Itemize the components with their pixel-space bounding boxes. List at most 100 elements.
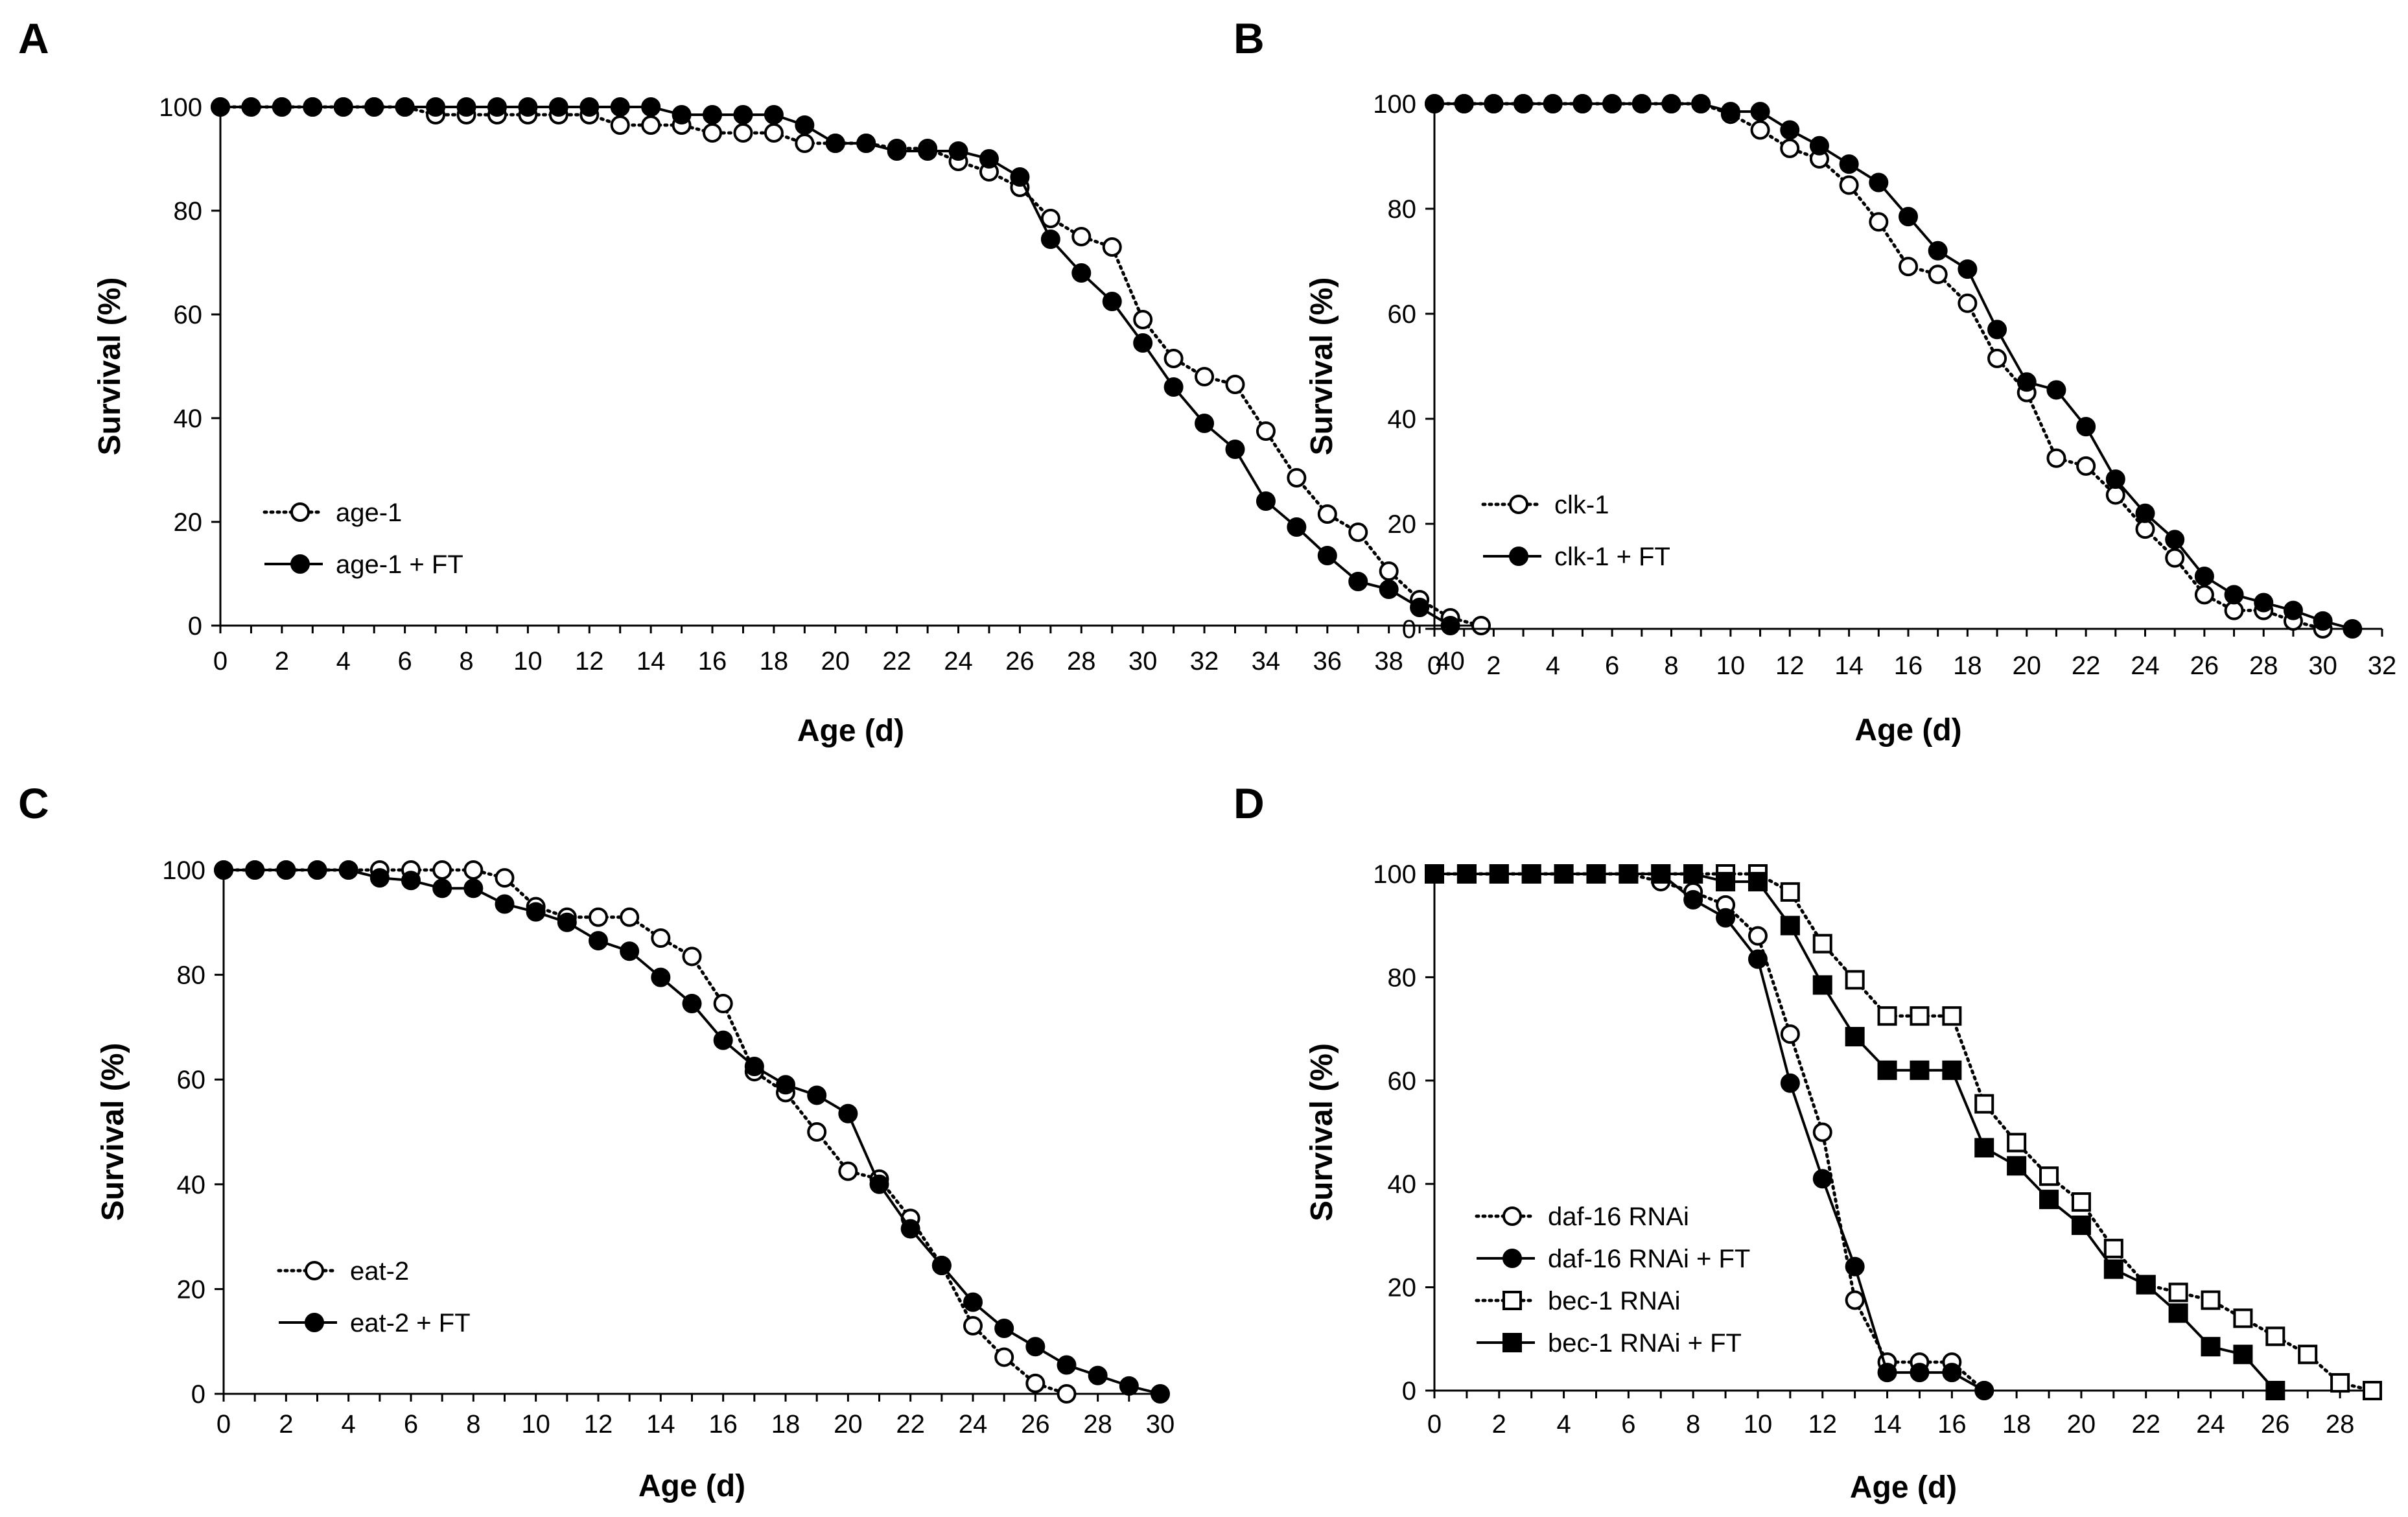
x-tick-label: 30: [1128, 647, 1158, 676]
y-tick-label: 40: [1388, 405, 1417, 434]
y-tick-label: 20: [174, 508, 203, 537]
y-tick-label: 40: [1388, 1170, 1417, 1199]
data-point: [395, 97, 415, 117]
data-point: [620, 907, 640, 927]
legend-label: eat-2: [350, 1257, 409, 1286]
x-tick-label: 14: [1873, 1410, 1902, 1439]
data-point: [620, 941, 640, 961]
legend-label: age-1 + FT: [336, 550, 463, 579]
data-point: [856, 134, 876, 153]
series-daf-16-rnai: [1425, 864, 1994, 1400]
y-tick-label: 60: [1388, 1067, 1417, 1096]
data-point: [2103, 1259, 2123, 1279]
data-point: [733, 105, 753, 124]
x-tick-label: 18: [2002, 1410, 2031, 1439]
x-tick-label: 16: [708, 1410, 738, 1439]
series-daf-16-rnai-ft: [1425, 864, 1994, 1400]
x-tick-label: 14: [1834, 652, 1864, 680]
data-point: [994, 1347, 1014, 1367]
data-point: [2165, 548, 2185, 568]
data-point: [807, 1085, 827, 1105]
panel-letter: D: [1233, 779, 1265, 827]
data-point: [2168, 1282, 2188, 1302]
data-point: [333, 97, 353, 117]
data-point: [2224, 585, 2244, 605]
x-tick-label: 30: [1146, 1410, 1175, 1439]
data-point: [610, 115, 630, 135]
x-tick-label: 0: [1427, 652, 1442, 680]
data-point: [1928, 265, 1948, 285]
x-tick-label: 0: [213, 647, 228, 676]
x-tick-label: 26: [2190, 652, 2219, 680]
legend-marker: [1502, 1333, 1522, 1352]
data-point: [589, 907, 608, 927]
x-tick-label: 22: [2072, 652, 2101, 680]
x-tick-label: 8: [466, 1410, 480, 1439]
x-tick-label: 2: [275, 647, 289, 676]
data-point: [1750, 102, 1770, 122]
data-point: [744, 1057, 764, 1076]
data-point: [1942, 1060, 1962, 1080]
data-point: [2233, 1345, 2253, 1365]
x-tick-label: 24: [2196, 1410, 2225, 1439]
series-line: [1434, 873, 1985, 1392]
y-tick-label: 60: [1388, 300, 1417, 329]
data-point: [2363, 1381, 2382, 1400]
data-point: [2165, 530, 2185, 550]
x-tick-label: 20: [2013, 652, 2042, 680]
data-point: [1845, 1256, 1865, 1276]
data-point: [1619, 864, 1639, 884]
x-tick-label: 4: [1556, 1410, 1571, 1439]
y-tick-label: 100: [1373, 860, 1416, 889]
data-point: [838, 1103, 858, 1123]
data-point: [1256, 421, 1276, 441]
data-point: [682, 994, 702, 1014]
y-tick-label: 80: [177, 961, 206, 990]
data-point: [1683, 889, 1703, 910]
data-point: [2194, 585, 2214, 605]
data-point: [1899, 257, 1918, 277]
data-point: [1543, 94, 1563, 113]
data-point: [1910, 1006, 1930, 1026]
data-point: [1379, 580, 1399, 599]
data-point: [869, 1174, 889, 1194]
data-point: [1780, 882, 1800, 902]
data-point: [1256, 491, 1276, 511]
data-point: [1877, 1006, 1897, 1026]
data-point: [2076, 456, 2096, 476]
data-point: [1102, 292, 1122, 311]
data-point: [214, 860, 233, 880]
x-tick-label: 38: [1374, 647, 1403, 676]
x-tick-label: 22: [896, 1410, 925, 1439]
x-tick-label: 12: [1775, 652, 1805, 680]
x-tick-label: 8: [459, 647, 473, 676]
series-bec-1-rnai: [1425, 864, 2382, 1400]
legend-marker: [1502, 1291, 1522, 1310]
y-tick-label: 80: [1388, 963, 1417, 992]
x-tick-label: 28: [2326, 1410, 2355, 1439]
y-tick-label: 100: [159, 93, 202, 122]
x-axis-title: Age (d): [1854, 713, 1961, 747]
data-point: [1716, 908, 1736, 928]
x-tick-label: 32: [1190, 647, 1219, 676]
data-point: [1780, 1073, 1800, 1093]
data-point: [1869, 172, 1889, 193]
data-point: [1602, 94, 1622, 113]
data-point: [733, 123, 753, 143]
series-clk-1-ft: [1425, 94, 2363, 639]
y-tick-label: 0: [188, 612, 202, 641]
data-point: [2254, 593, 2274, 613]
data-point: [1877, 1060, 1897, 1080]
data-point: [672, 105, 692, 124]
data-point: [1780, 138, 1800, 158]
panel-letter: B: [1233, 14, 1265, 62]
data-point: [1845, 1027, 1865, 1047]
x-tick-label: 18: [760, 647, 789, 676]
data-point: [369, 868, 390, 888]
data-point: [1651, 864, 1671, 884]
data-point: [1942, 1363, 1962, 1383]
x-tick-label: 20: [2067, 1410, 2096, 1439]
x-tick-label: 2: [279, 1410, 293, 1439]
data-point: [1720, 102, 1740, 122]
